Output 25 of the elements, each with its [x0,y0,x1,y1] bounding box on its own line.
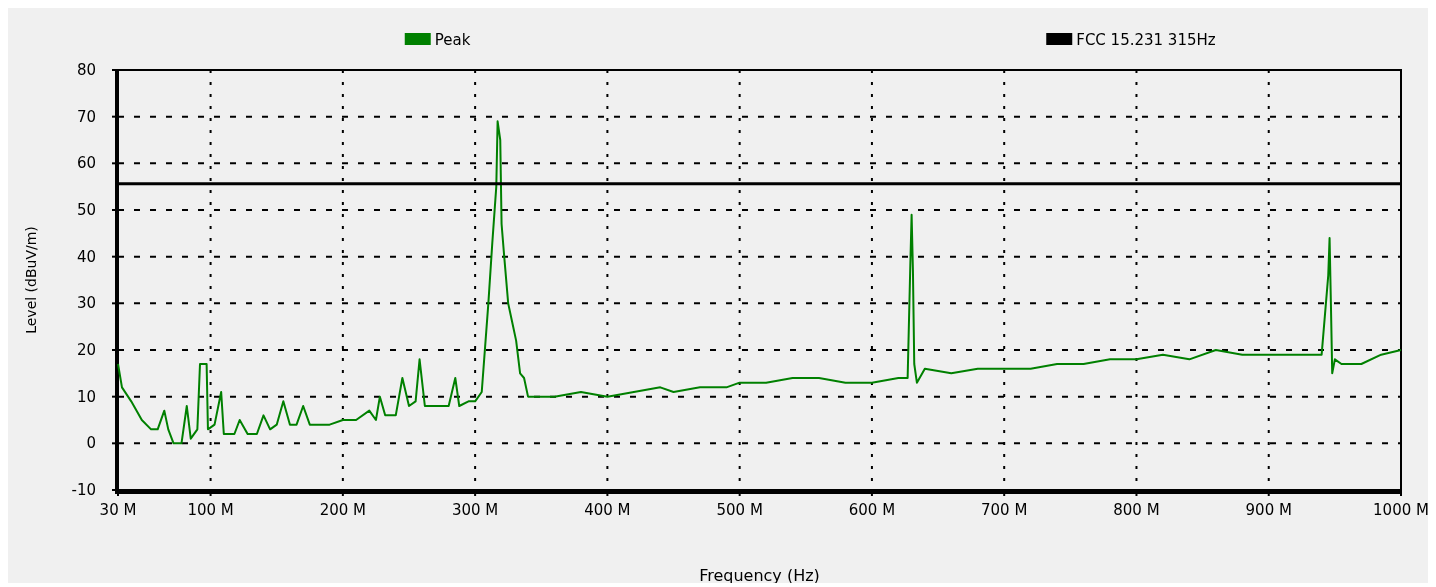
y-tick-label: 30 [76,294,96,313]
y-tick-label: 50 [76,201,96,219]
line-series [117,120,1402,445]
legend-label: FCC 15.231 315Hz [1076,31,1216,49]
x-tick-label: 30 M [99,501,137,519]
y-tick-label: 0 [86,434,96,453]
y-tick-label: 10 [76,387,96,406]
x-tick-label: 800 M [1113,501,1160,519]
y-tick-label: 60 [76,154,96,173]
x-tick-label: 500 M [716,501,763,519]
x-tick-label: 400 M [584,501,631,519]
y-tick-label: 80 [76,61,96,79]
y-tick-label: 20 [76,341,96,359]
y-axis-title: Level (dBuV/m) [23,226,39,334]
y-tick-label: -10 [71,481,96,499]
x-tick-label: 1000 M [1373,501,1429,519]
y-tick-label: 40 [76,247,96,266]
x-tick-label: 700 M [981,501,1028,519]
y-tick-label: 70 [76,107,96,126]
x-tick-label: 100 M [187,501,234,519]
x-tick-label: 600 M [848,501,896,519]
x-tick-label: 900 M [1245,501,1292,519]
legend-label: Peak [434,31,471,49]
x-tick-label: 200 M [319,501,367,519]
x-tick-label: 300 M [451,501,499,519]
